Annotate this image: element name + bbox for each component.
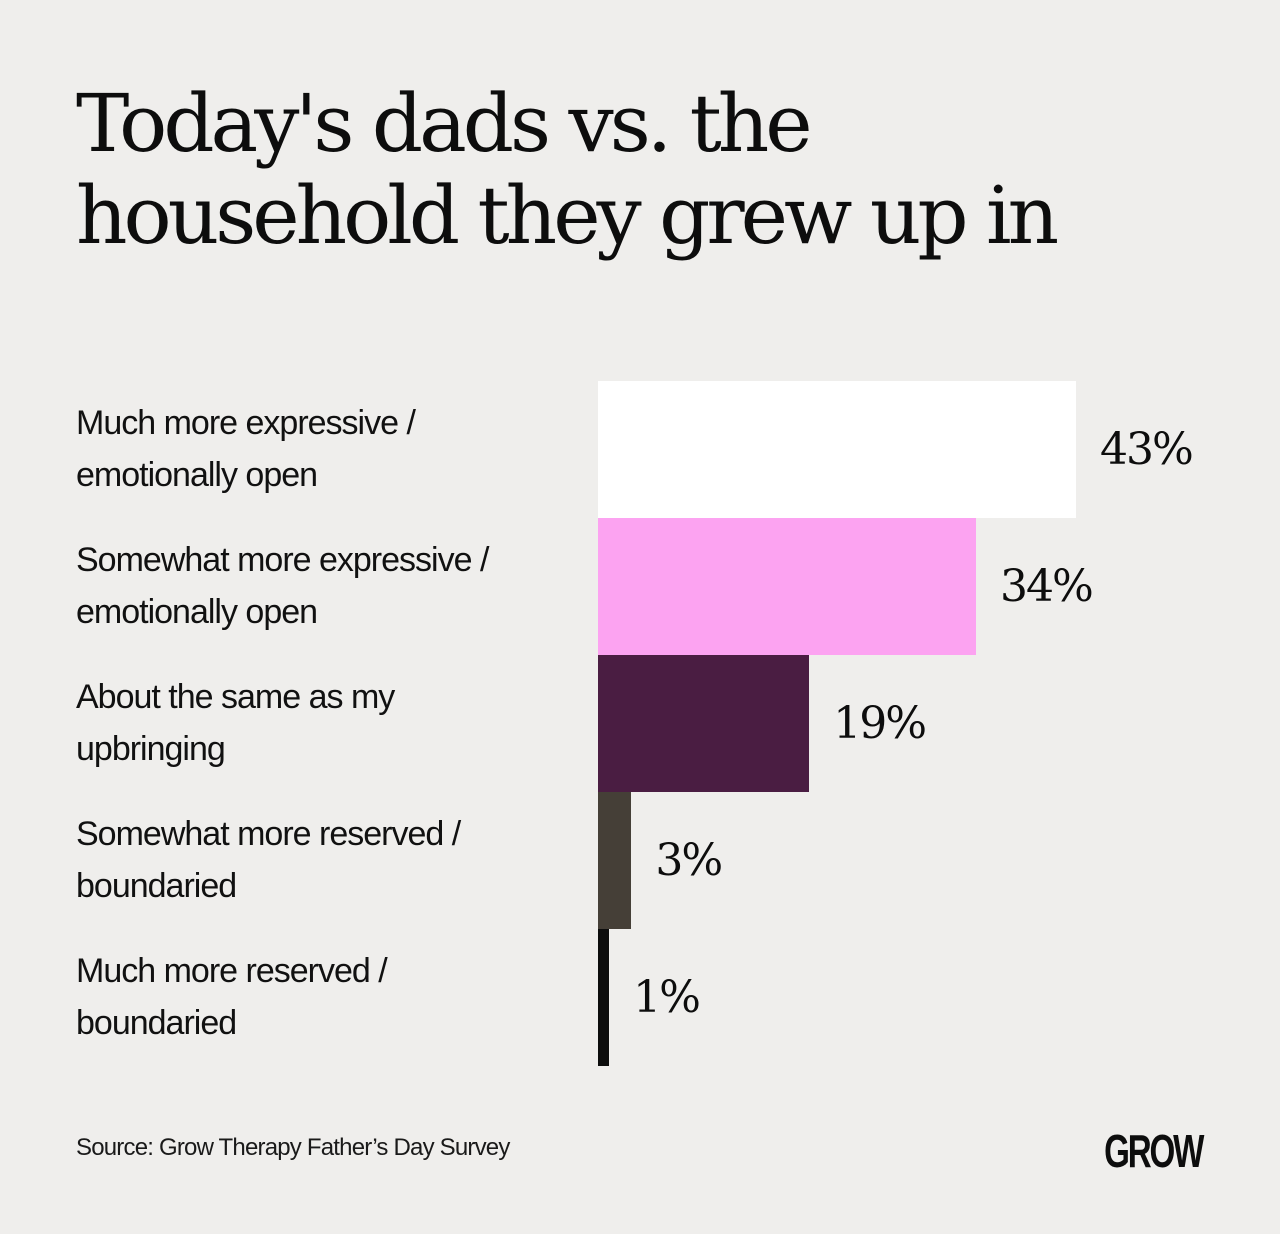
title-line-2: household they grew up in	[76, 169, 1059, 262]
category-label-line: emotionally open	[76, 593, 318, 631]
value-label: 19%	[833, 698, 927, 749]
value-label: 43%	[1100, 424, 1194, 475]
bar	[598, 929, 610, 1066]
category-label: Much more expressive / emotionally open	[76, 397, 576, 501]
bar	[598, 792, 632, 929]
category-label-line: boundaried	[76, 1004, 237, 1042]
chart-title: Today's dads vs. the household they grew…	[76, 78, 1226, 262]
value-label: 3%	[655, 835, 723, 886]
bar	[598, 381, 1076, 518]
source-note: Source: Grow Therapy Father’s Day Survey	[76, 1134, 510, 1161]
category-label-line: Somewhat more expressive /	[76, 541, 489, 579]
category-label: Much more reserved / boundaried	[76, 945, 576, 1049]
category-label: Somewhat more expressive / emotionally op…	[76, 534, 576, 638]
grow-logo: GROW	[1103, 1125, 1204, 1177]
bar	[598, 655, 810, 792]
category-label-line: upbringing	[76, 730, 226, 768]
title-line-1: Today's dads vs. the	[76, 77, 813, 170]
bar	[598, 518, 976, 655]
category-label-line: Much more reserved /	[76, 952, 388, 990]
value-label: 34%	[999, 561, 1094, 612]
category-label-line: emotionally open	[76, 456, 318, 494]
category-label: Somewhat more reserved / boundaried	[76, 808, 576, 912]
category-label: About the same as my upbringing	[76, 671, 576, 775]
category-label-line: Much more expressive /	[76, 404, 416, 442]
category-label-line: About the same as my	[76, 678, 395, 716]
category-label-line: boundaried	[76, 867, 237, 905]
value-label: 1%	[633, 972, 701, 1023]
category-label-line: Somewhat more reserved /	[76, 815, 461, 853]
